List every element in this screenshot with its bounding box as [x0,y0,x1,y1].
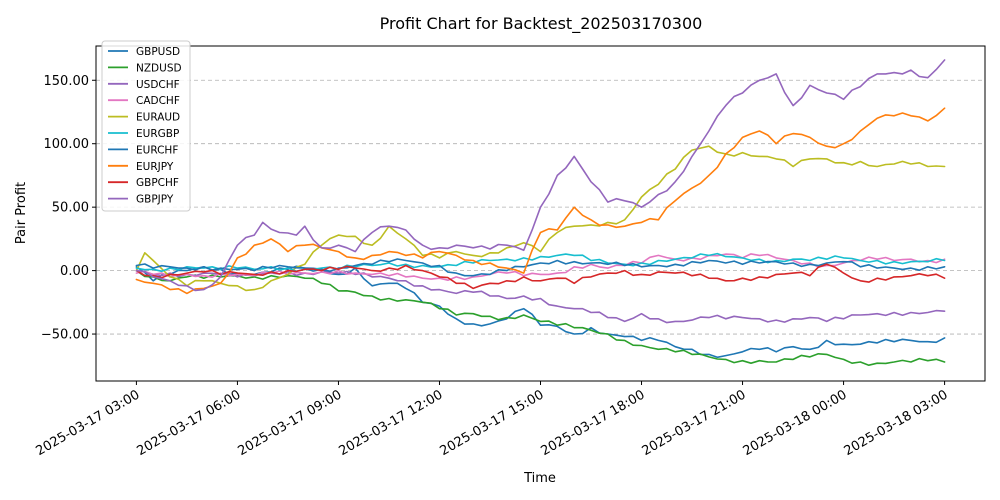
x-tick-label: 2025-03-17 21:00 [640,387,749,459]
legend-entry: EURCHF [136,144,178,156]
y-tick-label: 50.00 [52,201,89,216]
series-line-eurjpy [135,107,946,295]
y-tick-label: 150.00 [44,74,90,89]
x-tick-label: 2025-03-18 00:00 [741,387,850,459]
x-tick-label: 2025-03-17 18:00 [539,387,648,459]
legend-entry: EURAUD [136,112,180,124]
legend-entry: GBPCHF [136,177,179,189]
series-line-eurgbp [135,252,946,273]
y-tick-label: −50.00 [41,328,89,343]
legend-entry: EURGBP [136,128,179,140]
x-tick-label: 2025-03-17 15:00 [438,387,547,459]
x-tick-label: 2025-03-17 09:00 [235,387,344,459]
series-lines [135,59,946,367]
series-line-nzdusd [135,269,946,367]
y-axis-ticks: −50.00 0.00 50.00 100.00 150.00 [41,74,96,343]
x-axis-label: Time [523,471,556,486]
legend-entry: NZDUSD [136,62,182,74]
series-line-euraud [135,145,946,292]
series-line-gbpchf [135,263,946,290]
series-line-cadchf [135,253,946,282]
series-line-gbpjpy [135,59,946,292]
legend-entry: EURJPY [136,161,174,173]
y-axis-label: Pair Profit [14,182,29,244]
series-line-eurchf [135,258,946,277]
legend-entry: GBPUSD [136,46,180,58]
chart-title: Profit Chart for Backtest_202503170300 [380,14,703,34]
legend-entry: CADCHF [136,95,180,107]
plot-area [96,46,985,381]
legend-entry: USDCHF [136,79,180,91]
y-tick-label: 100.00 [44,137,90,152]
x-tick-label: 2025-03-17 06:00 [134,387,243,459]
y-tick-label: 0.00 [60,264,89,279]
x-tick-label: 2025-03-17 12:00 [337,387,446,459]
legend: GBPUSD NZDUSD USDCHF CADCHF EURAUD EURGBP EURC… [101,40,191,212]
x-tick-label: 2025-03-17 03:00 [33,387,142,459]
legend-entry: GBPJPY [136,194,174,206]
x-tick-label: 2025-03-18 03:00 [842,387,951,459]
